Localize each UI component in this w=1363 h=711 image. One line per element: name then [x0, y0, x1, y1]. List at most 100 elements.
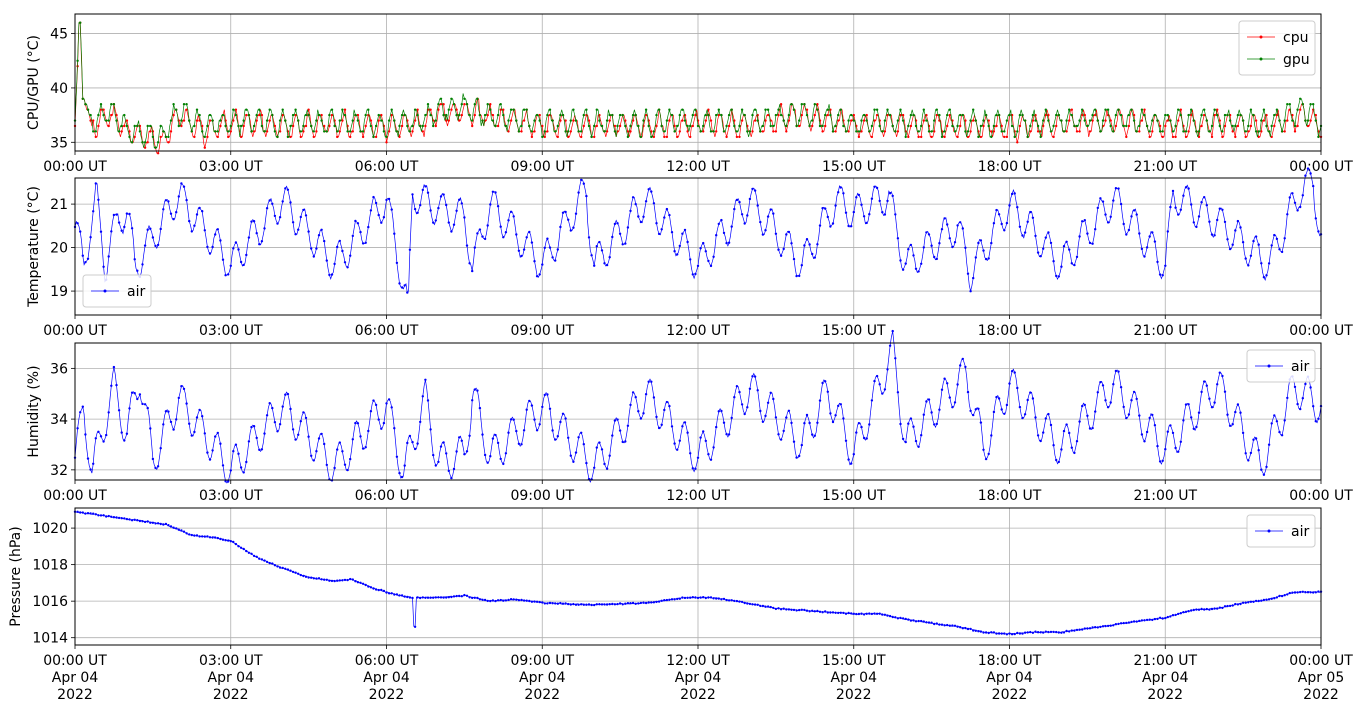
data-point: [1143, 440, 1146, 443]
data-point: [429, 108, 432, 111]
data-point: [89, 119, 92, 122]
data-point: [644, 113, 648, 117]
data-point: [486, 599, 489, 603]
data-point: [245, 108, 248, 111]
data-point: [208, 458, 212, 461]
data-point: [452, 223, 456, 226]
data-point: [564, 130, 567, 133]
data-point: [1234, 124, 1237, 128]
data-point: [229, 124, 232, 128]
data-point: [278, 216, 282, 219]
data-point: [1280, 594, 1284, 598]
data-point: [541, 124, 544, 128]
data-point: [1065, 423, 1068, 426]
data-point: [354, 580, 357, 583]
data-point: [258, 557, 261, 560]
data-point: [613, 130, 617, 133]
data-point: [330, 108, 334, 111]
data-point: [1057, 275, 1061, 278]
data-point: [408, 248, 412, 251]
data-point: [169, 212, 173, 215]
data-point: [172, 428, 175, 431]
data-point: [702, 430, 705, 433]
data-point: [795, 124, 798, 128]
data-point: [1169, 615, 1172, 618]
data-point: [743, 113, 746, 117]
data-point: [686, 130, 689, 133]
data-point: [735, 198, 739, 202]
data-point: [850, 119, 853, 122]
data-point: [1096, 206, 1100, 210]
data-point: [899, 616, 902, 620]
data-point: [1148, 416, 1151, 420]
data-point: [1309, 103, 1312, 106]
data-point: [621, 113, 624, 117]
data-point: [813, 113, 816, 117]
data-point: [1197, 411, 1201, 414]
data-point: [447, 221, 450, 224]
data-point: [1218, 606, 1222, 609]
data-point: [868, 213, 871, 216]
data-point: [1299, 407, 1302, 411]
data-point: [162, 130, 165, 133]
data-point: [655, 222, 658, 225]
x-tick-label: 00:00 UT: [1289, 488, 1353, 504]
data-point: [1203, 380, 1206, 383]
data-point: [956, 383, 959, 386]
data-point: [1179, 108, 1183, 111]
data-point: [190, 434, 193, 437]
data-point: [429, 428, 432, 431]
data-point: [847, 130, 850, 133]
data-point: [1075, 440, 1079, 443]
data-point: [1138, 124, 1141, 128]
data-point: [1195, 225, 1198, 229]
data-point: [772, 606, 775, 610]
data-point: [294, 571, 297, 574]
data-point: [982, 249, 985, 252]
data-point: [130, 519, 134, 522]
data-point: [130, 391, 134, 394]
data-point: [232, 450, 235, 453]
data-point: [1301, 397, 1305, 400]
data-point: [315, 130, 318, 133]
data-point: [852, 612, 855, 615]
data-point: [1216, 383, 1219, 386]
data-point: [1306, 167, 1310, 170]
data-point: [247, 113, 251, 117]
data-point: [554, 130, 557, 133]
data-point: [336, 245, 339, 249]
data-point: [753, 603, 757, 606]
data-point: [984, 631, 988, 634]
data-point: [450, 230, 453, 233]
data-point: [351, 130, 354, 133]
data-point: [130, 227, 134, 230]
data-point: [154, 466, 157, 470]
data-point: [99, 103, 103, 106]
data-point: [463, 216, 466, 219]
data-point: [1210, 135, 1214, 139]
data-point: [743, 412, 746, 416]
data-point: [826, 611, 829, 614]
data-point: [650, 380, 653, 383]
data-point: [195, 119, 199, 122]
data-point: [956, 625, 959, 628]
data-point: [831, 611, 835, 614]
data-point: [803, 608, 806, 612]
data-point: [151, 521, 155, 524]
data-point: [533, 119, 536, 122]
data-point: [206, 245, 209, 249]
data-point: [400, 113, 404, 117]
data-point: [805, 108, 809, 111]
data-point: [297, 433, 300, 436]
data-point: [110, 230, 113, 233]
data-point: [1213, 607, 1216, 610]
x-tick-label: 03:00 UT: [199, 323, 263, 339]
data-point: [499, 103, 502, 106]
data-point: [792, 440, 796, 443]
data-point: [751, 375, 754, 378]
data-point: [325, 259, 328, 262]
data-point: [439, 97, 443, 101]
data-point: [1158, 124, 1162, 128]
data-point: [1052, 135, 1055, 139]
data-point: [489, 599, 492, 603]
